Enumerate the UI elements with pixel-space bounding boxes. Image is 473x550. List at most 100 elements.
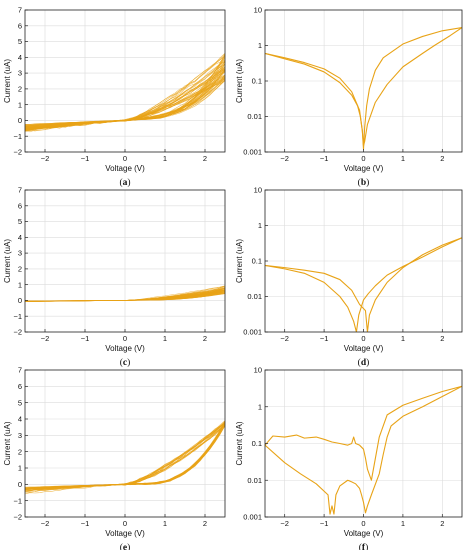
y-tick-label-9: 7 — [18, 186, 22, 195]
y-tick-label-4: 2 — [18, 447, 22, 456]
panel-5: −2 −1 0 1 2 0.001 0.01 0.1 1 10 Voltage (V) Current… — [235, 366, 463, 550]
series-line-1 — [265, 27, 462, 147]
x-axis-label: Voltage (V) — [344, 529, 384, 538]
y-tick-label-5: 3 — [18, 249, 22, 258]
series-line-1 — [265, 385, 462, 515]
panel-label: (e) — [120, 542, 131, 550]
y-tick-label-3: 1 — [258, 402, 262, 411]
panel-0: −2 −1 0 1 2 −2 −1 0 1 2 3 4 5 6 7 Voltage (V) Current (u… — [3, 6, 226, 188]
y-tick-label-8: 6 — [18, 201, 22, 210]
y-axis-label: Current (uA) — [3, 421, 12, 465]
x-tick-label-3: 1 — [401, 154, 405, 163]
x-tick-label-0: −2 — [280, 334, 289, 343]
x-tick-label-3: 1 — [163, 334, 167, 343]
x-tick-label-1: −1 — [81, 334, 90, 343]
y-tick-label-7: 5 — [18, 217, 22, 226]
y-tick-label-2: 0.1 — [252, 439, 262, 448]
y-tick-label-6: 4 — [18, 233, 22, 242]
y-axis-label: Current (uA) — [235, 239, 244, 283]
y-tick-label-2: 0.1 — [252, 257, 262, 266]
y-tick-label-9: 7 — [18, 366, 22, 375]
y-tick-label-1: 0.01 — [247, 112, 262, 121]
x-axis-label: Voltage (V) — [344, 164, 384, 173]
y-tick-label-1: −1 — [13, 496, 22, 505]
panel-1: −2 −1 0 1 2 0.001 0.01 0.1 1 10 Voltage (V) Current… — [235, 6, 463, 188]
y-tick-label-7: 5 — [18, 398, 22, 407]
x-tick-label-4: 2 — [440, 519, 444, 528]
x-tick-label-3: 1 — [401, 519, 405, 528]
x-axis-label: Voltage (V) — [105, 344, 145, 353]
x-axis-label: Voltage (V) — [344, 344, 384, 353]
panel-label: (f) — [359, 542, 369, 550]
x-tick-label-0: −2 — [41, 154, 50, 163]
y-tick-label-6: 4 — [18, 53, 22, 62]
panel-2: −2 −1 0 1 2 −2 −1 0 1 2 3 4 5 6 7 Voltage (V) Current (u… — [3, 186, 226, 368]
y-tick-label-1: 0.01 — [247, 476, 262, 485]
x-tick-label-4: 2 — [203, 519, 207, 528]
y-tick-label-0: −2 — [13, 328, 22, 337]
series-group — [25, 285, 225, 303]
y-tick-label-3: 1 — [258, 41, 262, 50]
x-axis-label: Voltage (V) — [105, 164, 145, 173]
y-tick-label-6: 4 — [18, 415, 22, 424]
panel-label: (c) — [120, 357, 131, 368]
y-tick-label-5: 3 — [18, 431, 22, 440]
x-tick-label-4: 2 — [440, 334, 444, 343]
y-tick-label-3: 1 — [18, 280, 22, 289]
x-tick-label-1: −1 — [320, 519, 329, 528]
x-tick-label-4: 2 — [203, 334, 207, 343]
x-tick-label-3: 1 — [163, 519, 167, 528]
y-tick-label-4: 2 — [18, 264, 22, 273]
y-tick-label-7: 5 — [18, 37, 22, 46]
y-tick-label-3: 1 — [258, 221, 262, 230]
y-tick-label-2: 0.1 — [252, 77, 262, 86]
x-tick-label-1: −1 — [81, 519, 90, 528]
y-tick-label-4: 10 — [254, 366, 262, 375]
x-tick-label-1: −1 — [320, 154, 329, 163]
x-tick-label-4: 2 — [440, 154, 444, 163]
series-line-19 — [25, 424, 225, 492]
y-tick-label-0: −2 — [13, 148, 22, 157]
x-tick-label-0: −2 — [41, 334, 50, 343]
x-tick-label-2: 0 — [361, 334, 365, 343]
x-tick-label-0: −2 — [280, 154, 289, 163]
series-line-24 — [25, 289, 225, 302]
y-tick-label-2: 0 — [18, 480, 22, 489]
x-tick-label-0: −2 — [280, 519, 289, 528]
x-tick-label-1: −1 — [320, 334, 329, 343]
y-tick-label-1: 0.01 — [247, 292, 262, 301]
y-tick-label-4: 10 — [254, 186, 262, 195]
x-tick-label-2: 0 — [123, 154, 127, 163]
y-tick-label-4: 2 — [18, 84, 22, 93]
x-axis-label: Voltage (V) — [105, 529, 145, 538]
y-axis-label: Current (uA) — [235, 421, 244, 465]
y-tick-label-9: 7 — [18, 6, 22, 15]
x-tick-label-3: 1 — [401, 334, 405, 343]
y-tick-label-8: 6 — [18, 382, 22, 391]
x-tick-label-2: 0 — [123, 334, 127, 343]
series-group — [25, 52, 225, 133]
y-tick-label-3: 1 — [18, 464, 22, 473]
series-line-1 — [265, 237, 462, 332]
panel-4: −2 −1 0 1 2 −2 −1 0 1 2 3 4 5 6 7 Voltage (V) Current (u… — [3, 366, 226, 550]
series-line-27 — [25, 74, 225, 131]
x-tick-label-2: 0 — [361, 154, 365, 163]
y-tick-label-2: 0 — [18, 116, 22, 125]
panel-3: −2 −1 0 1 2 0.001 0.01 0.1 1 10 Voltage (V) Current… — [235, 186, 463, 368]
y-tick-label-8: 6 — [18, 21, 22, 30]
y-tick-label-2: 0 — [18, 296, 22, 305]
y-tick-label-4: 10 — [254, 6, 262, 15]
x-tick-label-2: 0 — [123, 519, 127, 528]
y-tick-label-1: −1 — [13, 132, 22, 141]
x-tick-label-4: 2 — [203, 154, 207, 163]
y-axis-label: Current (uA) — [3, 239, 12, 283]
panel-label: (a) — [119, 177, 130, 188]
x-tick-label-1: −1 — [81, 154, 90, 163]
y-axis-label: Current (uA) — [235, 59, 244, 103]
x-tick-label-2: 0 — [361, 519, 365, 528]
x-tick-label-3: 1 — [163, 154, 167, 163]
y-tick-label-5: 3 — [18, 69, 22, 78]
y-tick-label-0: 0.001 — [243, 148, 262, 157]
y-tick-label-0: 0.001 — [243, 328, 262, 337]
